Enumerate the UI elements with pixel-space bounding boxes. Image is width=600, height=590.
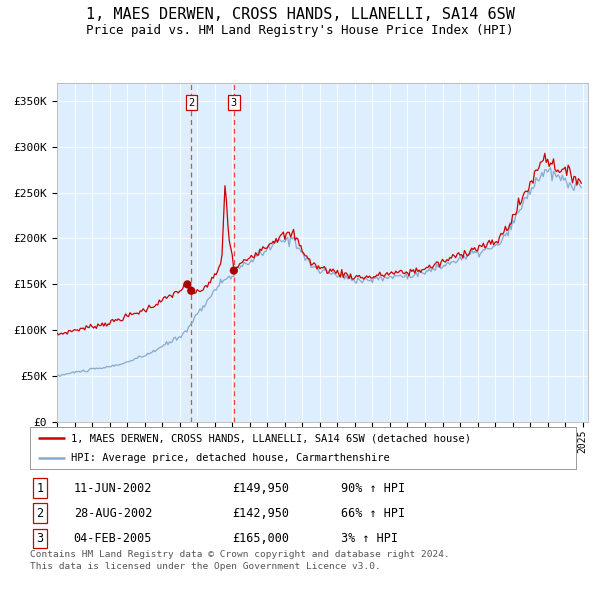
Text: £142,950: £142,950 [232,507,289,520]
Text: Contains HM Land Registry data © Crown copyright and database right 2024.: Contains HM Land Registry data © Crown c… [30,550,450,559]
Point [187,286,196,296]
Text: 66% ↑ HPI: 66% ↑ HPI [341,507,406,520]
Text: 90% ↑ HPI: 90% ↑ HPI [341,481,406,495]
Text: HPI: Average price, detached house, Carmarthenshire: HPI: Average price, detached house, Carm… [71,453,390,463]
Text: 3% ↑ HPI: 3% ↑ HPI [341,532,398,545]
Text: 28-AUG-2002: 28-AUG-2002 [74,507,152,520]
Text: £165,000: £165,000 [232,532,289,545]
Text: Price paid vs. HM Land Registry's House Price Index (HPI): Price paid vs. HM Land Registry's House … [86,24,514,37]
Text: 2: 2 [188,98,194,108]
Text: 1: 1 [36,481,43,495]
Text: 2: 2 [36,507,43,520]
Point [229,266,239,276]
Text: 04-FEB-2005: 04-FEB-2005 [74,532,152,545]
Text: 1, MAES DERWEN, CROSS HANDS, LLANELLI, SA14 6SW (detached house): 1, MAES DERWEN, CROSS HANDS, LLANELLI, S… [71,433,471,443]
Text: £149,950: £149,950 [232,481,289,495]
Text: 11-JUN-2002: 11-JUN-2002 [74,481,152,495]
Text: 1, MAES DERWEN, CROSS HANDS, LLANELLI, SA14 6SW: 1, MAES DERWEN, CROSS HANDS, LLANELLI, S… [86,7,514,22]
Text: 3: 3 [36,532,43,545]
Point [182,280,192,289]
Text: 3: 3 [230,98,237,108]
Text: This data is licensed under the Open Government Licence v3.0.: This data is licensed under the Open Gov… [30,562,381,571]
